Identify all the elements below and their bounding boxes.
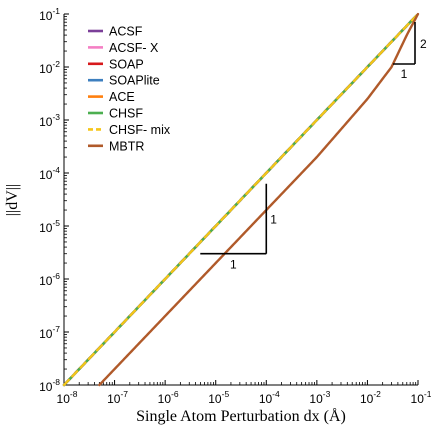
y-tick-label: 10-1 <box>39 6 60 23</box>
y-tick-label: 10-7 <box>39 324 60 341</box>
x-tick-label: 10-5 <box>208 389 229 406</box>
slope-triangle-run-label: 1 <box>401 67 408 81</box>
x-axis-label: Single Atom Perturbation dx (Å) <box>136 407 346 425</box>
y-tick-label: 10-4 <box>39 165 60 182</box>
y-tick-label: 10-5 <box>39 218 60 235</box>
slope-triangle-rise-label: 1 <box>270 213 277 227</box>
legend-label: ACE <box>109 90 135 104</box>
x-tick-label: 10-2 <box>360 389 381 406</box>
x-tick-label: 10-8 <box>57 389 78 406</box>
legend-label: SOAPlite <box>109 74 160 88</box>
series-line-chsf-mix <box>62 14 418 387</box>
slope-triangle-rise-label: 2 <box>420 37 427 51</box>
slope-triangle-run-label: 1 <box>230 258 237 272</box>
y-tick-label: 10-3 <box>39 112 60 129</box>
x-ticks: 10-8 10-7 10-6 10-5 10-4 10-3 10-2 10-1 <box>57 380 431 406</box>
x-tick-label: 10-1 <box>411 389 431 406</box>
legend-label: ACSF- X <box>109 41 159 55</box>
series-line-mbtr <box>98 12 420 387</box>
x-tick-label: 10-6 <box>158 389 179 406</box>
y-ticks: 10-8 10-7 10-6 10-5 10-4 10-3 10-2 10-1 <box>39 6 69 394</box>
legend-label: CHSF <box>109 107 143 121</box>
legend: ACSF ACSF- X SOAP SOAPlite ACE CHSF CHSF- mix M… <box>88 25 171 153</box>
x-tick-label: 10-3 <box>309 389 330 406</box>
legend-label: MBTR <box>109 139 144 153</box>
legend-label: SOAP <box>109 57 144 71</box>
series-layer <box>62 12 420 387</box>
y-tick-label: 10-8 <box>39 377 60 394</box>
x-tick-label: 10-4 <box>259 389 280 406</box>
slope-triangles: 1 1 1 2 <box>200 22 427 272</box>
y-tick-label: 10-6 <box>39 271 60 288</box>
legend-label: CHSF- mix <box>109 123 171 137</box>
y-axis-label: ||dV|| <box>4 184 21 216</box>
axes-frame <box>63 14 418 386</box>
legend-label: ACSF <box>109 25 143 39</box>
x-tick-label: 10-7 <box>107 389 128 406</box>
y-tick-label: 10-2 <box>39 59 60 76</box>
